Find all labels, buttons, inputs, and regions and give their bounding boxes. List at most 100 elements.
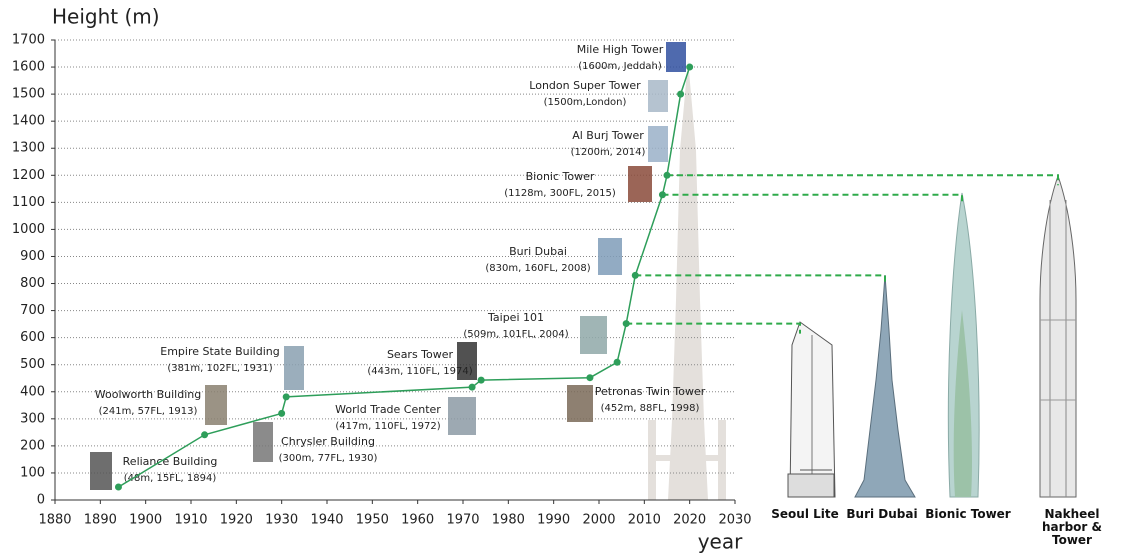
x-tick-label: 2020 — [673, 513, 706, 528]
y-tick-label: 200 — [20, 438, 45, 453]
annotation-label: Al Burj Tower — [572, 129, 644, 142]
annotation-label: World Trade Center — [335, 403, 441, 416]
thumbnail — [284, 346, 304, 390]
point — [282, 393, 290, 401]
x-tick-label: 1970 — [446, 513, 479, 528]
x-tick-label: 1890 — [84, 513, 117, 528]
annotation-detail: (300m, 77FL, 1930) — [279, 453, 378, 464]
x-tick-label: 1900 — [129, 513, 162, 528]
thumbnail — [457, 342, 477, 380]
annotation-detail: (48m, 15FL, 1894) — [124, 473, 217, 484]
x-tick-label: 2010 — [628, 513, 661, 528]
annotation-label: Sears Tower — [387, 348, 454, 361]
point — [622, 320, 630, 328]
thumbnail — [90, 452, 112, 490]
y-tick-label: 0 — [37, 493, 45, 508]
thumbnail — [598, 238, 622, 275]
connector — [667, 174, 1059, 186]
y-tick-label: 100 — [20, 465, 45, 480]
y-tick-label: 1600 — [12, 60, 45, 75]
x-tick-label: 1940 — [310, 513, 343, 528]
thumbnail — [648, 126, 668, 162]
point — [631, 271, 639, 279]
y-tick-label: 1400 — [12, 114, 45, 129]
point — [114, 483, 122, 491]
thumbnail — [628, 166, 652, 202]
y-tick-label: 1500 — [12, 87, 45, 102]
annotation-label: Mile High Tower — [577, 43, 664, 56]
annotation-label: Chrysler Building — [281, 435, 375, 448]
y-tick-label: 1100 — [12, 195, 45, 210]
annotation-detail: (452m, 88FL, 1998) — [601, 403, 700, 414]
x-tick-label: 2000 — [582, 513, 615, 528]
y-tick-label: 600 — [20, 330, 45, 345]
point — [658, 191, 666, 199]
x-tick-label: 1880 — [38, 513, 71, 528]
annotation-detail: (1600m, Jeddah) — [578, 61, 662, 72]
point — [686, 63, 694, 71]
annotation-label: Reliance Building — [123, 455, 218, 468]
annotation-detail: (1128m, 300FL, 2015) — [504, 188, 616, 199]
annotation-label: Taipei 101 — [487, 311, 544, 324]
chart-title: Height (m) — [52, 5, 160, 29]
connector — [662, 193, 963, 205]
annotation-detail: (1200m, 2014) — [571, 147, 646, 158]
y-tick-label: 300 — [20, 411, 45, 426]
y-tick-label: 1000 — [12, 222, 45, 237]
y-tick-label: 1200 — [12, 168, 45, 183]
y-tick-label: 900 — [20, 249, 45, 264]
background-tower — [648, 60, 726, 500]
x-axis-title: year — [698, 530, 743, 554]
point — [468, 383, 476, 391]
annotation-detail: (417m, 110FL, 1972) — [335, 421, 440, 432]
building-bionic-tower — [947, 192, 980, 498]
y-tick-label: 500 — [20, 357, 45, 372]
annotation-detail: (1500m,London) — [544, 97, 627, 108]
annotation-label: Empire State Building — [160, 345, 280, 358]
point — [677, 90, 685, 98]
annotation-label: Bionic Tower — [526, 170, 595, 183]
annotation-detail: (443m, 110FL, 1974) — [367, 366, 472, 377]
building-buri-dubai — [854, 274, 916, 498]
thumbnail — [648, 80, 668, 112]
x-tick-label: 1930 — [265, 513, 298, 528]
annotation-detail: (509m, 101FL, 2004) — [463, 329, 568, 340]
building-label: Seoul Lite — [771, 507, 839, 521]
y-tick-label: 400 — [20, 384, 45, 399]
building-label: Bionic Tower — [925, 507, 1011, 521]
annotation-label: Buri Dubai — [509, 245, 567, 258]
annotation-detail: (381m, 102FL, 1931) — [167, 363, 272, 374]
thumbnail — [448, 397, 476, 435]
y-tick-label: 800 — [20, 276, 45, 291]
point — [613, 358, 621, 366]
point — [586, 374, 594, 382]
x-tick-label: 1990 — [537, 513, 570, 528]
x-tick-label: 1910 — [174, 513, 207, 528]
x-tick-label: 1920 — [220, 513, 253, 528]
point — [201, 431, 209, 439]
annotation-detail: (241m, 57FL, 1913) — [99, 406, 198, 417]
annotation-label: Woolworth Building — [95, 388, 201, 401]
annotation-detail: (830m, 160FL, 2008) — [485, 263, 590, 274]
point — [278, 409, 286, 417]
building-nakheel — [1039, 174, 1077, 498]
connector — [635, 274, 886, 286]
thumbnail — [567, 385, 593, 422]
annotation-label: Petronas Twin Tower — [595, 385, 706, 398]
point — [477, 376, 485, 384]
building-seoul-lite — [787, 321, 836, 498]
x-tick-label: 1950 — [356, 513, 389, 528]
y-tick-label: 1700 — [12, 33, 45, 48]
x-tick-label: 1960 — [401, 513, 434, 528]
building-label: Nakheel harbor & Tower — [1042, 507, 1102, 547]
y-tick-label: 700 — [20, 303, 45, 318]
thumbnail — [253, 422, 273, 462]
thumbnail — [580, 316, 607, 354]
x-tick-label: 2030 — [718, 513, 751, 528]
annotation-label: London Super Tower — [529, 79, 641, 92]
y-tick-label: 1300 — [12, 141, 45, 156]
thumbnail — [205, 385, 227, 425]
thumbnail — [666, 42, 686, 72]
